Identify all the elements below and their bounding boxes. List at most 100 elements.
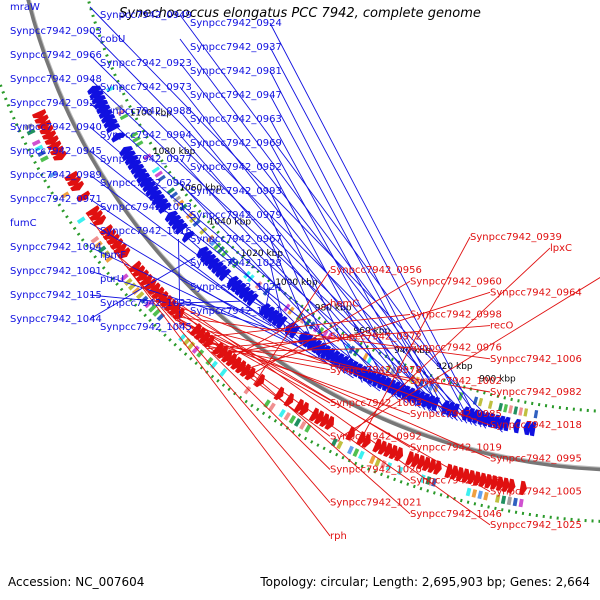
cog-block: [114, 104, 124, 111]
reverse-gene-arrow: [427, 458, 437, 473]
reverse-gene-label: rph: [330, 531, 347, 542]
forward-leader-line: [179, 62, 463, 423]
cog-block: [31, 139, 41, 147]
forward-leader-line: [269, 46, 473, 425]
reverse-gene-arrow: [467, 469, 476, 485]
forward-gene-label: Synpcc7942_0947: [190, 90, 282, 101]
reverse-gene-label: Synpcc7942_0960: [410, 276, 502, 287]
cog-block: [283, 411, 291, 421]
cog-block: [500, 495, 507, 505]
cog-block: [157, 174, 166, 183]
reverse-gene-arrow: [495, 476, 505, 491]
reverse-leader-line: [137, 280, 331, 470]
cog-block: [151, 166, 161, 174]
forward-gene-label: fumC: [10, 218, 37, 229]
forward-leader-line: [269, 166, 394, 398]
cog-block: [512, 497, 518, 507]
cog-block: [385, 462, 393, 471]
cog-block: [220, 249, 229, 258]
reverse-gene-arrow: [135, 269, 149, 282]
reverse-leader-line: [171, 315, 491, 360]
reverse-leader-line: [214, 336, 331, 356]
reverse-gene-label: Synpcc7942_0978: [330, 365, 422, 376]
cog-block: [299, 421, 307, 430]
reverse-gene-label: Synpcc7942_0996: [410, 476, 502, 487]
cog-block: [148, 304, 157, 313]
cog-block: [26, 128, 36, 136]
reverse-gene-label: Synpcc7942_1002: [410, 376, 502, 387]
cog-block: [503, 404, 509, 413]
forward-gene-label: Synpcc7942_0969: [190, 138, 282, 149]
reverse-gene-arrow: [490, 475, 499, 490]
reverse-leader-line: [163, 308, 411, 481]
forward-leader-line: [269, 118, 431, 412]
cog-block: [304, 423, 312, 433]
cog-block: [374, 457, 382, 467]
forward-leader-line: [179, 230, 329, 365]
cog-block: [380, 459, 387, 469]
cog-block: [34, 144, 44, 152]
forward-leader-line: [179, 278, 272, 327]
reverse-gene-arrow: [450, 465, 459, 480]
forward-leader-line: [269, 214, 337, 369]
cog-block: [172, 195, 182, 203]
reverse-gene-label: Synpcc7942_0964: [490, 287, 582, 298]
cog-block: [336, 440, 344, 450]
forward-leader-line: [179, 158, 399, 400]
cog-block: [189, 215, 198, 224]
cog-block: [483, 491, 489, 501]
cog-block: [76, 216, 86, 225]
reverse-gene-arrow: [298, 401, 309, 416]
forward-gene-label: Synpcc7942_0945: [10, 146, 102, 157]
cog-block: [288, 415, 297, 424]
kbp-tick-label: 1100 kbp: [130, 109, 173, 119]
cog-block: [94, 240, 103, 249]
forward-gene-label: Synpcc7942_1031: [190, 306, 282, 317]
cog-block: [143, 153, 152, 161]
forward-leader-line: [269, 70, 449, 418]
forward-leader-line: [269, 262, 288, 338]
forward-leader-line: [89, 174, 381, 392]
reverse-leader-line: [236, 291, 491, 373]
forward-gene-arrow: [181, 230, 195, 243]
forward-leader-line: [89, 102, 435, 414]
reverse-gene-arrow: [405, 450, 415, 466]
reverse-gene-arrow: [49, 145, 64, 156]
cog-block: [477, 397, 484, 407]
reverse-gene-label: Synpcc7942_1005: [490, 487, 582, 498]
reverse-gene-arrow: [36, 119, 52, 129]
cog-block: [457, 392, 464, 401]
reverse-gene-label: Synpcc7942_1019: [410, 442, 502, 453]
reverse-gene-label: Synpcc7942_0995: [490, 453, 582, 464]
cog-block: [498, 402, 504, 412]
forward-gene-label: Synpcc7942_0903: [10, 26, 102, 37]
reverse-leader-line: [155, 300, 491, 493]
cog-block: [24, 123, 33, 131]
forward-gene-arrow: [111, 132, 126, 143]
reverse-gene-arrow: [92, 214, 107, 226]
forward-gene-label: Synpcc7942_0963: [190, 114, 282, 125]
forward-gene-label: Synpcc7942_0979: [190, 210, 282, 221]
reverse-gene-label: Synpcc7942_1046: [410, 509, 502, 520]
forward-gene-label: Synpcc7942_1023: [100, 298, 192, 309]
forward-leader-line: [89, 198, 354, 379]
cog-block: [178, 333, 187, 342]
forward-leader-line: [89, 6, 503, 433]
forward-gene-label: Synpcc7942_0973: [100, 82, 192, 93]
reverse-gene-arrow: [433, 460, 442, 475]
cog-block: [477, 490, 483, 500]
reverse-leader-line: [85, 212, 331, 537]
forward-gene-label: Synpcc7942_1044: [10, 314, 102, 325]
reverse-gene-label: Synpcc7942_0985: [410, 409, 502, 420]
reverse-gene-arrow: [421, 456, 431, 472]
reverse-gene-arrow: [52, 150, 67, 161]
reverse-gene-arrow: [230, 356, 242, 370]
reverse-gene-arrow: [239, 363, 251, 377]
reverse-gene-label: hemC: [330, 298, 359, 309]
cog-block: [472, 396, 479, 406]
cog-block: [268, 402, 276, 412]
reverse-leader-line: [340, 277, 600, 438]
cog-block: [166, 187, 175, 195]
forward-leader-line: [179, 86, 440, 415]
cog-block: [513, 406, 519, 415]
